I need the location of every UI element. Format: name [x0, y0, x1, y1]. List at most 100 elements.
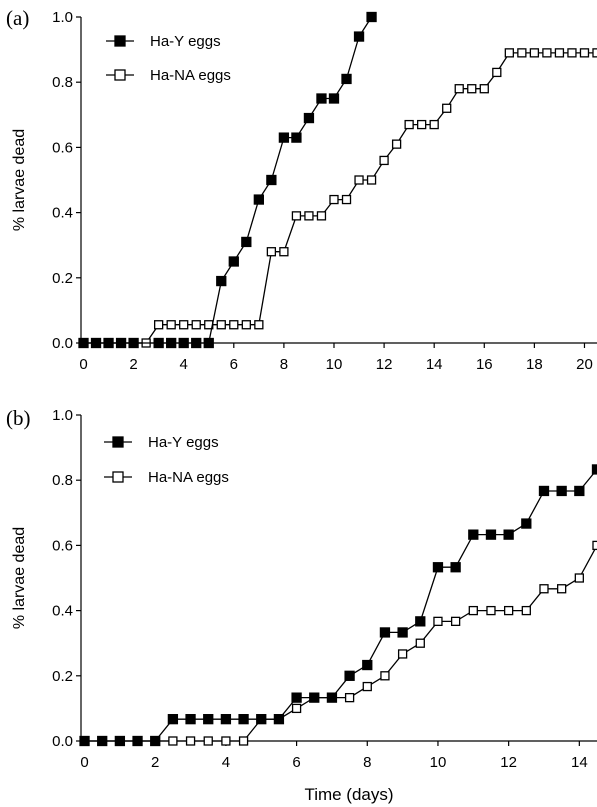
open-square-marker — [221, 736, 231, 746]
y-axis-label: % larvae dead — [11, 527, 28, 629]
x-tick-label: 10 — [430, 754, 447, 771]
filled-square-marker — [328, 93, 340, 104]
series-line — [84, 545, 597, 742]
open-square-marker — [185, 736, 196, 746]
open-square-marker — [504, 48, 514, 58]
open-square-marker — [362, 681, 372, 692]
open-square-marker — [229, 320, 239, 330]
filled-square-marker — [241, 236, 252, 248]
x-tick-label: 20 — [576, 356, 593, 373]
filled-square-marker — [291, 132, 302, 143]
open-square-marker — [380, 671, 390, 681]
filled-square-marker — [538, 485, 550, 497]
open-square-marker — [366, 175, 377, 185]
filled-square-marker — [79, 735, 90, 747]
y-tick-label: 0.0 — [52, 335, 73, 352]
filled-square-marker — [273, 714, 285, 725]
open-square-marker — [216, 320, 226, 330]
filled-square-marker — [503, 529, 514, 540]
filled-square-marker — [379, 627, 391, 638]
filled-square-marker — [591, 464, 597, 475]
open-square-marker — [479, 84, 489, 94]
filled-square-marker — [353, 31, 365, 42]
open-square-marker — [154, 320, 164, 330]
open-square-marker — [433, 616, 443, 627]
x-tick-label: 8 — [363, 754, 371, 771]
filled-square-marker — [238, 714, 249, 725]
filled-square-marker — [521, 518, 532, 529]
legend-label: Ha-Y eggs — [148, 434, 219, 451]
series-filled-square — [78, 11, 377, 349]
open-square-marker — [329, 194, 339, 205]
legend: Ha-Y eggs Ha-NA eggs — [106, 33, 231, 84]
filled-square-marker — [341, 73, 352, 85]
open-square-marker — [442, 103, 452, 113]
x-tick-label: 0 — [80, 754, 88, 771]
x-tick-label: 4 — [222, 754, 230, 771]
filled-square-marker — [103, 337, 114, 349]
open-square-marker — [592, 540, 597, 551]
open-square-marker — [379, 155, 389, 166]
filled-square-marker — [216, 275, 227, 287]
open-square-marker — [468, 605, 478, 616]
open-square-marker — [179, 320, 189, 330]
filled-square-marker — [191, 337, 202, 349]
filled-square-marker — [432, 562, 444, 573]
x-tick-label: 0 — [79, 356, 87, 373]
x-tick-label: 14 — [571, 754, 588, 771]
filled-square-marker — [150, 735, 161, 747]
open-square-marker — [266, 247, 277, 257]
open-square-marker — [203, 736, 213, 746]
chart-panel-a: 0.0 0.2 0.4 0.6 0.8 1.0 0 2 4 6 8 10 12 14 16 18 20 (a) % … — [6, 6, 597, 373]
open-square-marker — [241, 320, 251, 330]
filled-square-marker — [278, 132, 290, 143]
y-tick-label: 0.8 — [52, 472, 73, 489]
open-square-marker — [454, 84, 464, 94]
open-square-marker — [557, 584, 567, 594]
open-square-marker — [579, 48, 590, 58]
filled-square-marker — [228, 256, 239, 267]
x-tick-label: 14 — [426, 356, 443, 373]
filled-square-marker — [203, 337, 214, 349]
filled-square-marker — [203, 714, 214, 725]
open-square-marker — [592, 48, 597, 58]
open-square-marker — [404, 119, 414, 130]
filled-square-marker — [415, 616, 426, 627]
filled-square-marker — [485, 529, 497, 540]
filled-square-marker — [115, 337, 127, 349]
filled-square-marker — [128, 337, 139, 349]
open-square-marker — [503, 605, 514, 616]
open-square-marker — [168, 736, 178, 746]
open-square-marker — [304, 211, 314, 221]
open-square-marker — [254, 320, 264, 330]
x-tick-label: 2 — [129, 356, 137, 373]
y-tick-label: 0.8 — [52, 74, 73, 91]
x-tick-label: 4 — [180, 356, 188, 373]
series-line — [83, 52, 597, 344]
filled-square-marker — [397, 627, 408, 638]
filled-square-marker — [266, 174, 277, 186]
open-square-marker — [521, 605, 531, 616]
y-tick-label: 0.2 — [52, 270, 73, 287]
x-tick-label: 6 — [230, 356, 238, 373]
open-square-marker — [291, 703, 302, 714]
open-square-marker — [492, 67, 502, 78]
y-tick-label: 1.0 — [52, 9, 73, 26]
legend-label: Ha-NA eggs — [148, 469, 229, 486]
filled-square-marker — [78, 337, 89, 349]
open-square-marker — [467, 84, 477, 94]
open-square-marker — [354, 175, 364, 185]
x-tick-label: 6 — [292, 754, 300, 771]
x-axis-label: Time (days) — [304, 785, 393, 804]
filled-square-marker — [114, 735, 126, 747]
open-square-marker — [397, 649, 408, 659]
legend-filled-square-icon — [112, 436, 124, 448]
y-axis-label: % larvae dead — [11, 129, 28, 231]
filled-square-marker — [97, 735, 108, 747]
legend: Ha-Y eggs Ha-NA eggs — [104, 434, 229, 486]
open-square-marker — [291, 211, 302, 221]
y-tick-label: 0.6 — [52, 537, 73, 554]
x-tick-label: 16 — [476, 356, 493, 373]
legend-label: Ha-NA eggs — [150, 67, 231, 84]
x-tick-label: 2 — [151, 754, 159, 771]
